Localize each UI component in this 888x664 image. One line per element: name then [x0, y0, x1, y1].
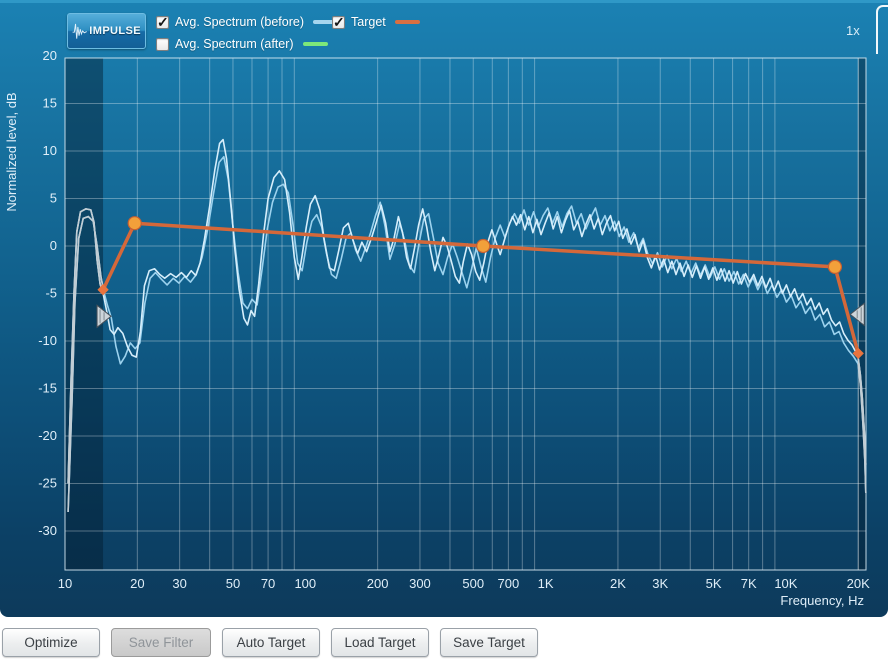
x-axis-title: Frequency, Hz: [780, 593, 864, 608]
x-tick-label: 700: [498, 576, 520, 591]
impulse-logo-button[interactable]: IMPULSE: [67, 13, 146, 49]
bottom-toolbar: Optimize Save Filter Auto Target Load Ta…: [2, 628, 538, 657]
spectrum-before-curve-ch2: [67, 155, 867, 513]
y-tick-label: 15: [43, 96, 57, 111]
avg-spectrum-after-checkbox[interactable]: [156, 37, 169, 51]
range-limit-handle-left-hatch: [99, 309, 105, 324]
target-control-point[interactable]: [476, 238, 491, 254]
y-tick-label: -25: [38, 476, 57, 491]
load-target-button[interactable]: Load Target: [331, 628, 429, 657]
spectrum-out-of-range-segment: [857, 357, 867, 465]
y-tick-label: -5: [45, 286, 57, 301]
x-tick-label: 2K: [610, 576, 626, 591]
range-limit-handle-right-hatch: [856, 307, 862, 322]
waveform-icon: [72, 23, 87, 39]
target-color-swatch: [394, 20, 420, 24]
x-tick-label: 20: [130, 576, 144, 591]
y-tick-label: -30: [38, 523, 57, 538]
spectrum-out-of-range-segment: [857, 363, 867, 494]
x-tick-label: 70: [261, 576, 275, 591]
y-tick-label: -15: [38, 381, 57, 396]
legend-item-avg-spectrum-before[interactable]: Avg. Spectrum (before): [156, 14, 338, 31]
zoom-level-label[interactable]: 1x: [846, 23, 860, 38]
save-target-button[interactable]: Save Target: [440, 628, 538, 657]
auto-target-button[interactable]: Auto Target: [222, 628, 320, 657]
x-tick-label: 200: [367, 576, 389, 591]
x-tick-label: 10: [58, 576, 72, 591]
x-tick-label: 30: [172, 576, 186, 591]
impulse-logo-label: IMPULSE: [89, 25, 141, 37]
y-axis-title: Normalized level, dB: [4, 92, 19, 211]
y-tick-label: 5: [50, 191, 57, 206]
x-tick-label: 3K: [652, 576, 668, 591]
x-tick-label: 5K: [706, 576, 722, 591]
x-tick-label: 7K: [741, 576, 757, 591]
y-tick-label: 10: [43, 143, 57, 158]
y-tick-label: 0: [50, 238, 57, 253]
optimize-button[interactable]: Optimize: [2, 628, 100, 657]
target-control-point[interactable]: [827, 259, 843, 274]
legend-item-avg-spectrum-after[interactable]: Avg. Spectrum (after): [156, 37, 328, 51]
x-tick-label: 500: [462, 576, 484, 591]
plot-border: [64, 57, 867, 571]
spectrum-panel: 10 20 30 50 70 100 200 300 500 700 1K 2K 3K 5K 7K 10K 20…: [0, 0, 888, 617]
y-tick-label: -10: [38, 333, 57, 348]
panel-corner-decoration: [876, 5, 888, 54]
target-end-marker[interactable]: [852, 347, 864, 360]
x-tick-label: 10K: [774, 576, 797, 591]
legend-item-target[interactable]: Target: [332, 14, 420, 31]
after-color-swatch: [302, 42, 328, 46]
spectrum-before-curve-ch1: [67, 138, 867, 484]
y-tick-label: -20: [38, 428, 57, 443]
legend-label: Avg. Spectrum (after): [175, 37, 294, 51]
spectrum-chart: 10 20 30 50 70 100 200 300 500 700 1K 2K 3K 5K 7K 10K 20…: [4, 48, 870, 608]
legend-label: Avg. Spectrum (before): [175, 15, 304, 29]
target-control-point[interactable]: [127, 216, 142, 231]
x-tick-label: 1K: [538, 576, 554, 591]
x-tick-label: 50: [226, 576, 240, 591]
x-tick-label: 100: [294, 576, 316, 591]
target-checkbox[interactable]: [332, 14, 345, 31]
save-filter-button[interactable]: Save Filter: [111, 628, 211, 657]
x-tick-label: 20K: [847, 576, 870, 591]
before-color-swatch: [313, 20, 338, 24]
spectrum-out-of-range-segment: [67, 215, 105, 513]
spectrum-out-of-range-segment: [67, 208, 104, 484]
legend-label: Target: [351, 15, 386, 29]
y-tick-label: 20: [43, 48, 57, 63]
x-tick-label: 300: [409, 576, 431, 591]
avg-spectrum-before-checkbox[interactable]: [156, 14, 169, 31]
